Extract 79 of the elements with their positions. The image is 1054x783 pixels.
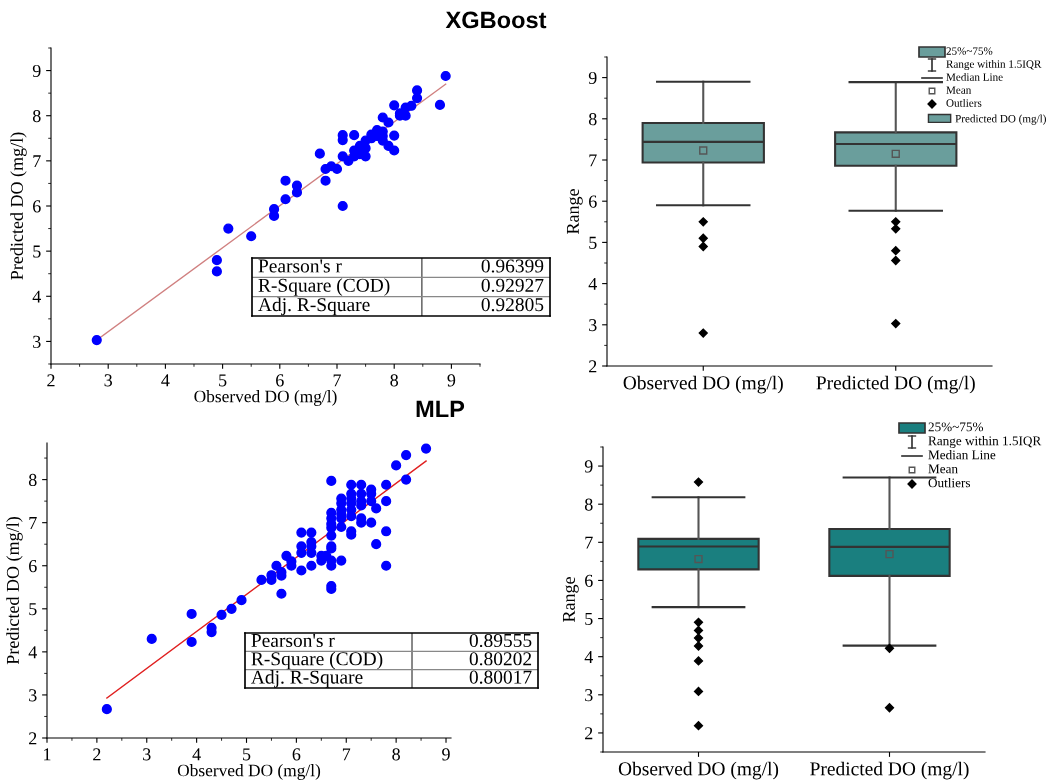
x-tick-label: 7	[333, 374, 341, 387]
annotation: Adj. R-Square	[258, 297, 370, 316]
y-tick-label: 3	[585, 689, 593, 702]
text: 25%~75%	[928, 422, 984, 432]
y-tick-label: 8	[588, 113, 597, 126]
y-tick-label: 5	[29, 603, 37, 616]
y-tick-label: 5	[585, 613, 593, 625]
y-tick-label: 4	[32, 290, 41, 303]
y-tick-label: 3	[589, 319, 597, 332]
annotation: Outliers	[928, 478, 971, 488]
y-tick-label: 7	[589, 154, 597, 167]
annotation: Range within 1.5IQR	[928, 436, 1042, 448]
annotation: Mean	[946, 86, 972, 94]
legend-label: Predicted DO (mg/l)	[955, 114, 1046, 125]
y-axis-title: Predicted DO (mg/l)	[6, 517, 23, 665]
text: 0.80202	[469, 652, 532, 666]
y-tick-label: 2	[585, 727, 593, 740]
x-tick-label: 4	[161, 374, 170, 387]
y-tick-label: 3	[29, 689, 37, 702]
y-tick-label: 9	[584, 460, 593, 473]
y-tick-label: 6	[589, 195, 597, 208]
x-tick-label: 3	[143, 748, 151, 761]
x-tick-label: Predicted DO (mg/l)	[816, 375, 975, 394]
x-tick-label: Observed DO (mg/l)	[623, 375, 783, 394]
x-tick-label: 5	[219, 374, 227, 387]
y-tick-label: 6	[33, 200, 41, 213]
x-axis-title: Observed DO (mg/l)	[194, 390, 337, 406]
x-tick-label: 6	[292, 748, 301, 761]
annotation: Mean	[928, 464, 958, 474]
y-tick-label: 8	[32, 109, 41, 123]
annotation: Pearson's r	[251, 634, 335, 648]
y-tick-label: 2	[29, 732, 37, 745]
annotation: Median Line	[928, 450, 996, 460]
y-axis-title: Range	[566, 189, 583, 235]
y-tick-label: 6	[585, 574, 593, 587]
y-tick-label: 4	[588, 277, 597, 290]
y-tick-label: 7	[29, 517, 37, 529]
x-tick-label: 6	[276, 374, 284, 387]
x-tick-label: 9	[442, 748, 450, 761]
annotation: R-Square (COD)	[258, 278, 390, 296]
annotation: R-Square (COD)	[251, 651, 383, 670]
y-tick-label: 3	[33, 335, 41, 348]
annotation: Range within 1.5IQR	[946, 59, 1042, 71]
text: 0.80017	[469, 670, 532, 684]
y-tick-label: 7	[33, 155, 41, 168]
y-tick-label: 4	[584, 651, 593, 663]
x-tick-label: 4	[192, 748, 201, 761]
y-tick-label: 8	[28, 473, 37, 487]
y-tick-label: 6	[29, 560, 37, 573]
annotation: Adj. R-Square	[251, 670, 363, 688]
annotation: Outliers	[946, 98, 982, 107]
x-tick-label: 8	[392, 748, 400, 761]
y-tick-label: 7	[585, 536, 593, 549]
y-axis-title: Range	[562, 577, 579, 623]
x-tick-label: 8	[390, 374, 399, 387]
x-tick-label: 2	[93, 748, 101, 761]
chart-title: XGBoost	[445, 11, 547, 29]
text: 0.96399	[481, 259, 544, 273]
y-tick-label: 8	[584, 498, 593, 511]
y-tick-label: 5	[589, 236, 597, 249]
x-tick-label: 2	[47, 374, 55, 387]
x-tick-label: 1	[44, 748, 51, 761]
y-tick-label: 9	[588, 71, 597, 85]
x-tick-label: 5	[243, 748, 251, 761]
annotation: Pearson's r	[258, 259, 342, 273]
x-tick-label: 7	[342, 748, 351, 761]
y-tick-label: 4	[28, 646, 37, 659]
chart-title: MLP	[416, 400, 465, 418]
annotation: Median Line	[946, 72, 1003, 81]
y-tick-label: 9	[32, 64, 41, 78]
text: 0.92805	[481, 298, 544, 312]
x-tick-label: 9	[447, 374, 456, 387]
text: 25%~75%	[946, 47, 993, 55]
x-tick-label: 3	[104, 374, 113, 387]
y-tick-label: 2	[589, 360, 597, 373]
text: 0.89555	[469, 633, 532, 648]
text: 0.92927	[481, 278, 544, 292]
y-axis-title: Predicted DO (mg/l)	[10, 132, 27, 280]
y-tick-label: 5	[33, 245, 41, 258]
